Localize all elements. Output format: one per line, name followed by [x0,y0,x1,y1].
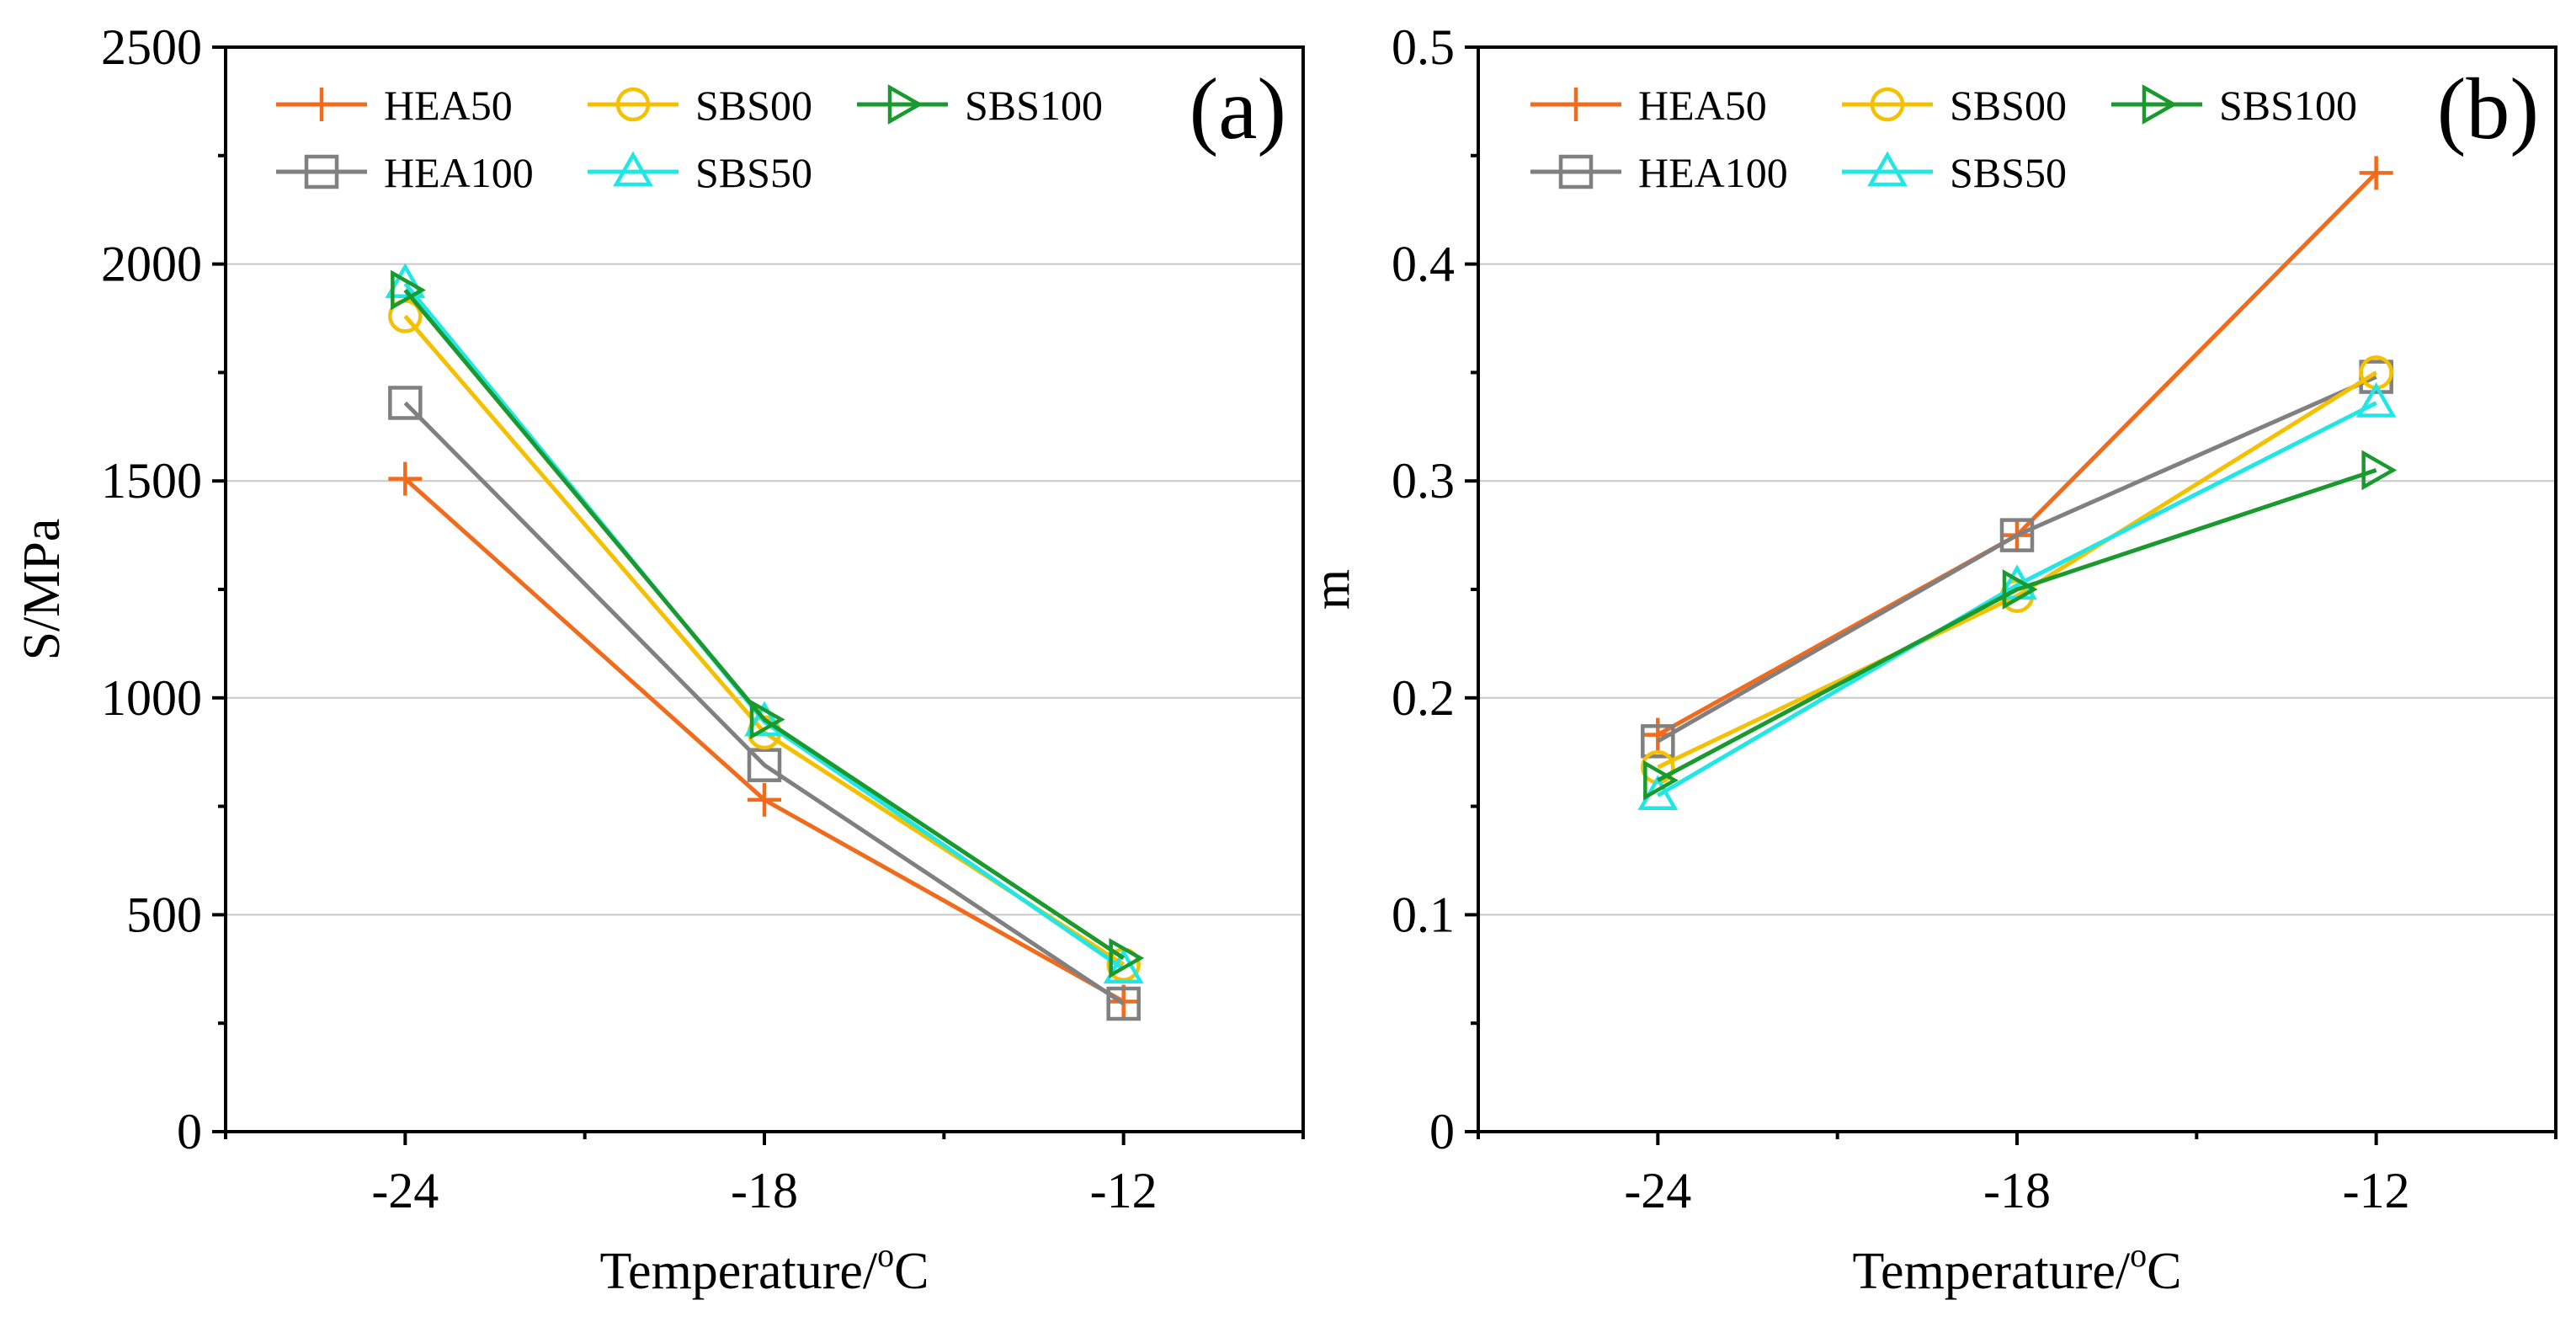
series-line-HEA100 [1657,375,2377,743]
x-axis-title-prefix: Temperature/ [600,1243,878,1300]
panel-label: (b) [2437,61,2539,157]
legend-marker-SBS100 [887,84,923,125]
point-SBS100--24 [1643,759,1679,801]
point-HEA100--24 [388,386,423,420]
panel-b: 00.10.20.30.40.5-24 -18 -12Temperature/oCm… [1303,19,2557,1300]
point-HEA50--24 [388,461,423,496]
x-tick-label: -18 [731,1163,798,1218]
point-HEA100--12 [1106,986,1141,1021]
x-axis-title-suffix: C [2147,1243,2181,1300]
x-axis-title: Temperature/oC [600,1236,929,1300]
legend-marker-HEA100 [1558,154,1594,189]
x-tick-label: -12 [2343,1163,2410,1218]
point-SBS100--18 [2002,569,2038,610]
series-line-HEA100 [403,401,1126,1006]
x-axis-title-degree: o [2130,1236,2147,1274]
point-SBS100--24 [391,269,426,311]
series-line-SBS100 [1657,467,2377,782]
y-tick-label: 0.5 [1392,19,1455,75]
legend-label-SBS100: SBS100 [965,82,1103,129]
x-axis-title: Temperature/oC [1853,1236,2182,1300]
y-axis-title: m [1303,569,1360,610]
legend-marker-SBS100 [2142,84,2178,125]
legend-label-SBS50: SBS50 [695,149,812,196]
y-tick-label: 0 [1429,1104,1455,1159]
legend-marker-HEA50 [1559,88,1593,121]
legend: HEA50 SBS00 SBS100 HEA100 SBS50 [276,82,1103,196]
legend-marker-HEA100 [304,154,339,189]
point-SBS50--24 [385,263,426,299]
point-SBS50--12 [2355,381,2397,418]
legend-marker-SBS50 [613,151,653,187]
y-tick-label: 0 [177,1104,202,1159]
x-axis-title-prefix: Temperature/ [1853,1243,2131,1300]
series-line-HEA50 [403,477,1125,1004]
legend: HEA50 SBS00 SBS100 HEA100 SBS50 [1530,82,2357,196]
series-line-HEA50 [1657,171,2378,737]
y-axis-title: S/MPa [13,519,71,661]
y-tick-label: 0.3 [1392,453,1455,509]
y-tick-label: 0.2 [1392,670,1455,726]
y-tick-label: 1500 [101,453,202,509]
x-tick-label: -24 [371,1163,439,1218]
y-tick-label: 500 [126,887,202,942]
legend-label-SBS100: SBS100 [2219,82,2357,129]
series-line-SBS50 [1657,401,2377,797]
point-SBS100--18 [749,699,785,740]
x-axis-title-degree: o [877,1236,894,1274]
y-tick-label: 2000 [101,237,202,292]
legend-label-HEA50: HEA50 [1638,82,1767,129]
legend-marker-SBS50 [1867,151,1908,187]
point-SBS50--12 [1103,948,1144,984]
x-tick-label: -12 [1090,1163,1158,1218]
y-tick-label: 2500 [101,19,202,75]
point-HEA50--18 [748,782,781,817]
point-SBS100--12 [2361,450,2398,491]
legend-marker-SBS00 [615,87,651,122]
x-axis-title-suffix: C [894,1243,929,1300]
y-tick-label: 1000 [101,670,202,726]
legend-label-HEA100: HEA100 [1638,149,1788,196]
x-tick-label: -18 [1983,1163,2051,1218]
legend-marker-HEA50 [305,88,338,121]
legend-label-SBS00: SBS00 [695,82,812,129]
point-HEA100--24 [1641,724,1675,759]
point-SBS100--12 [1109,938,1145,978]
legend-label-SBS00: SBS00 [1950,82,2067,129]
point-SBS50--18 [744,701,785,737]
legend-label-SBS50: SBS50 [1950,149,2067,196]
y-tick-label: 0.1 [1392,887,1455,942]
point-HEA100--18 [1999,518,2035,552]
plot-frame [224,45,1305,1133]
legend-label-HEA50: HEA50 [384,82,513,129]
series-line-SBS50 [403,282,1126,971]
panel-label: (a) [1190,61,1286,157]
point-HEA50--12 [2359,156,2393,190]
panel-a: 0 500 1000 1500 2000 2500 -24 -18 -12 Temperature… [13,19,1305,1300]
point-HEA100--18 [747,748,782,782]
series-line-SBS100 [403,288,1126,961]
x-tick-label: -24 [1624,1163,1691,1218]
legend-label-HEA100: HEA100 [384,149,534,196]
y-tick-label: 0.4 [1392,237,1455,292]
legend-marker-SBS00 [1870,87,1905,122]
